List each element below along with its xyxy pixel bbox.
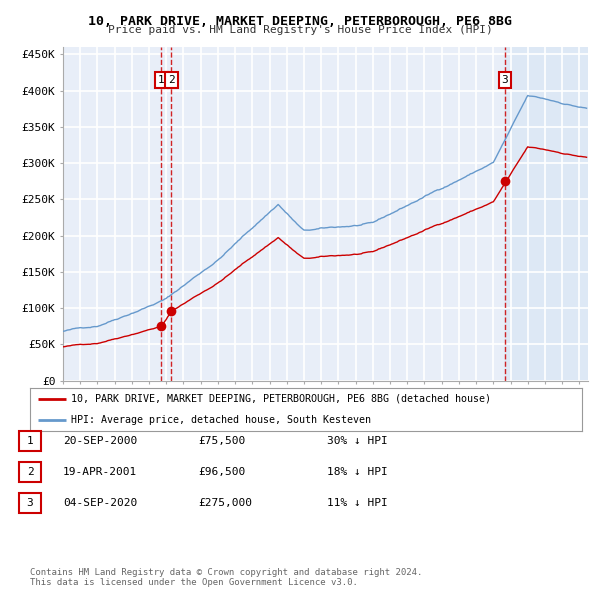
Text: Contains HM Land Registry data © Crown copyright and database right 2024.: Contains HM Land Registry data © Crown c…: [30, 568, 422, 577]
Text: 04-SEP-2020: 04-SEP-2020: [63, 498, 137, 507]
Text: 1: 1: [26, 437, 34, 446]
Text: 2: 2: [26, 467, 34, 477]
Text: 10, PARK DRIVE, MARKET DEEPING, PETERBOROUGH, PE6 8BG (detached house): 10, PARK DRIVE, MARKET DEEPING, PETERBOR…: [71, 394, 491, 404]
Text: HPI: Average price, detached house, South Kesteven: HPI: Average price, detached house, Sout…: [71, 415, 371, 425]
Text: £96,500: £96,500: [198, 467, 245, 477]
Text: This data is licensed under the Open Government Licence v3.0.: This data is licensed under the Open Gov…: [30, 578, 358, 587]
Text: Price paid vs. HM Land Registry's House Price Index (HPI): Price paid vs. HM Land Registry's House …: [107, 25, 493, 35]
Text: 18% ↓ HPI: 18% ↓ HPI: [327, 467, 388, 477]
Text: 19-APR-2001: 19-APR-2001: [63, 467, 137, 477]
Text: 2: 2: [168, 75, 175, 85]
Text: 10, PARK DRIVE, MARKET DEEPING, PETERBOROUGH, PE6 8BG: 10, PARK DRIVE, MARKET DEEPING, PETERBOR…: [88, 15, 512, 28]
Text: £75,500: £75,500: [198, 437, 245, 446]
Text: 11% ↓ HPI: 11% ↓ HPI: [327, 498, 388, 507]
Text: 1: 1: [158, 75, 165, 85]
Text: 3: 3: [26, 498, 34, 507]
Text: 3: 3: [502, 75, 508, 85]
Text: 30% ↓ HPI: 30% ↓ HPI: [327, 437, 388, 446]
Bar: [505, 47, 588, 381]
Text: 20-SEP-2000: 20-SEP-2000: [63, 437, 137, 446]
Text: £275,000: £275,000: [198, 498, 252, 507]
